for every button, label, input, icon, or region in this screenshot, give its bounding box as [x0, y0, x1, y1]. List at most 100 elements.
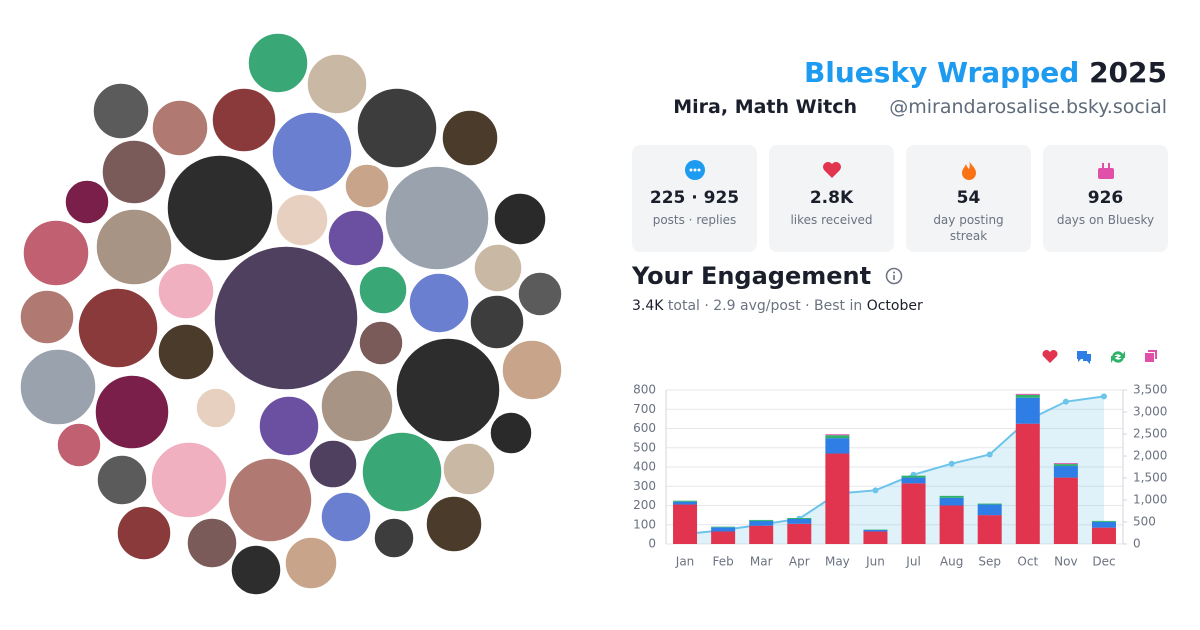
stat-value: 54 [956, 188, 981, 208]
legend-icon[interactable] [1111, 351, 1125, 363]
y2-tick-label: 1,500 [1133, 471, 1167, 485]
avatar [284, 536, 338, 590]
avatar [116, 505, 172, 561]
avatar [213, 245, 359, 391]
bar-segment [939, 497, 964, 506]
avatar [327, 209, 385, 267]
icon [822, 162, 841, 178]
y2-tick-label: 2,000 [1133, 449, 1167, 463]
y-tick-label: 200 [633, 498, 656, 512]
x-tick-label: Sep [978, 555, 1001, 569]
avatar [493, 192, 547, 246]
subtitle-text: total · 2.9 avg/post · Best in [667, 298, 863, 314]
wrapped-title: Bluesky Wrapped 2025 [804, 56, 1167, 89]
avatar [441, 109, 499, 167]
line-point [948, 460, 955, 467]
y2-tick-label: 0 [1133, 537, 1141, 551]
stat-label: likes received [790, 213, 873, 227]
avatar [64, 179, 110, 225]
line-point [986, 451, 993, 458]
avatar [442, 442, 496, 496]
bar-segment [1053, 463, 1078, 465]
avatar [96, 454, 148, 506]
avatar [211, 87, 277, 153]
bar-segment [711, 527, 736, 532]
bar-segment [1091, 520, 1116, 522]
subtitle: 3.4K total · 2.9 avg/post · Best in Octo… [632, 298, 923, 314]
stat-value: 2.8K [809, 188, 854, 208]
y-tick-label: 600 [633, 421, 656, 435]
avatar [320, 369, 394, 443]
bar-segment [901, 475, 926, 478]
y-tick-label: 100 [633, 517, 656, 531]
avatar [151, 99, 209, 157]
bar-segment [749, 520, 774, 526]
bar-segment [977, 503, 1002, 505]
bar-segment [787, 518, 812, 519]
x-tick-label: Apr [789, 555, 810, 569]
avatar [517, 271, 563, 317]
bar-segment [863, 529, 888, 532]
avatar [92, 82, 150, 140]
bar-segment [1015, 423, 1040, 544]
avatar [227, 457, 313, 543]
avatar [473, 243, 523, 293]
bar-segment [1015, 397, 1040, 424]
avatar [230, 544, 282, 596]
bar-segment [977, 515, 1002, 544]
bar-segment [749, 525, 774, 544]
avatar [469, 294, 525, 350]
line-point [1100, 393, 1107, 400]
bar-segment [673, 504, 698, 544]
handle: @mirandarosalise.bsky.social [889, 96, 1167, 118]
stat-label: posts · replies [652, 213, 737, 227]
info-icon[interactable] [885, 267, 903, 285]
bar-segment [1091, 521, 1116, 528]
y-tick-label: 0 [648, 537, 656, 551]
stat-value: 926 [1087, 188, 1124, 208]
avatar [19, 289, 75, 345]
bar-segment [711, 531, 736, 544]
avatar [186, 517, 238, 569]
bar-segment [673, 500, 698, 502]
line-point [1062, 398, 1069, 405]
x-tick-label: Jul [905, 555, 920, 569]
x-tick-label: Mar [750, 555, 773, 569]
avatar [150, 441, 228, 519]
y-tick-label: 800 [633, 383, 656, 397]
avatar [501, 339, 563, 401]
avatar [195, 387, 237, 429]
avatar [425, 495, 483, 553]
y2-tick-label: 3,000 [1133, 405, 1167, 419]
avatar [258, 395, 320, 457]
year: 2025 [1089, 56, 1167, 89]
x-tick-label: Dec [1092, 555, 1115, 569]
avatar [101, 139, 167, 205]
stat-card: 926 days on Bluesky [1043, 145, 1168, 252]
bar-segment [787, 518, 812, 524]
legend-icon[interactable] [1042, 349, 1058, 363]
legend-icon[interactable] [1145, 350, 1157, 362]
avatar [157, 323, 215, 381]
legend-icon[interactable] [1077, 351, 1091, 364]
y2-tick-label: 2,500 [1133, 427, 1167, 441]
line-area [685, 396, 1104, 544]
icon [1097, 163, 1114, 179]
avatar [356, 87, 438, 169]
avatar [308, 439, 358, 489]
bar-segment [787, 523, 812, 544]
bar-segment [939, 505, 964, 544]
avatar-cloud [19, 32, 563, 596]
section-title: Your Engagement [632, 262, 903, 290]
avatar [373, 517, 415, 559]
avatar [344, 163, 390, 209]
avatar [271, 111, 353, 193]
avatar [94, 374, 170, 450]
icon [961, 161, 976, 180]
avatar [320, 491, 372, 543]
y2-tick-label: 500 [1133, 515, 1156, 529]
brand: Bluesky Wrapped [803, 56, 1080, 89]
avatar [56, 422, 102, 468]
stat-card: 54 day posting streak [906, 145, 1031, 252]
bar-segment [1015, 393, 1040, 395]
